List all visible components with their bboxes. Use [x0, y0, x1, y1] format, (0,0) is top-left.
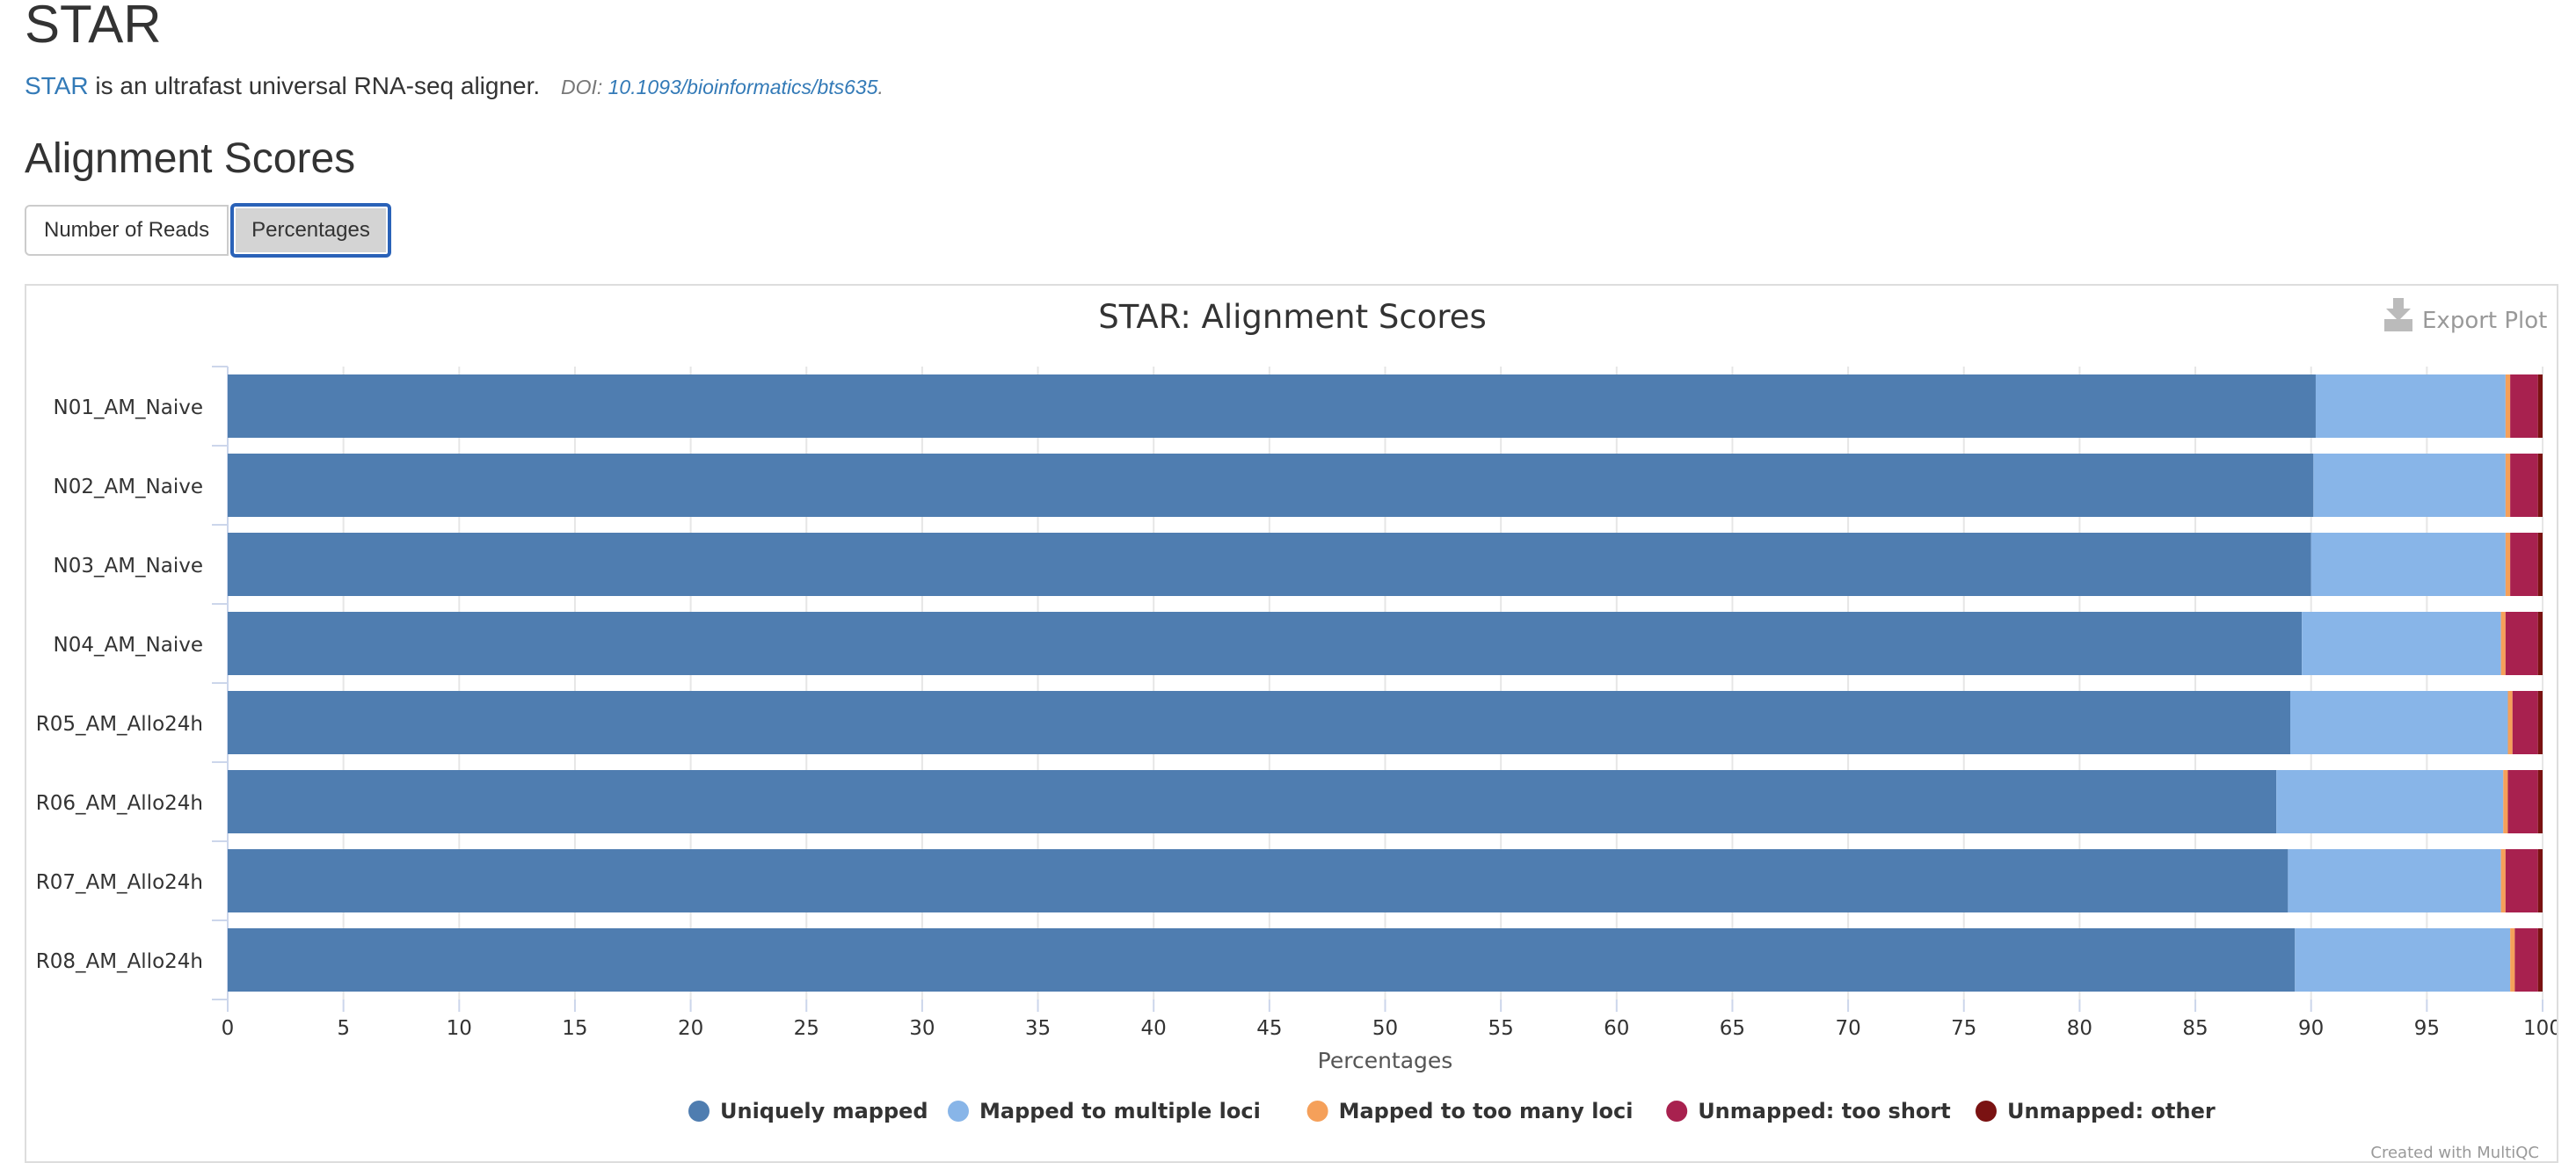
bar-segment[interactable]: [2302, 612, 2501, 675]
x-tick-label: 45: [1256, 1017, 1282, 1040]
bar-segment[interactable]: [2505, 374, 2511, 438]
bar-segment[interactable]: [2505, 612, 2538, 675]
bar-segment[interactable]: [2537, 612, 2543, 675]
legend-item[interactable]: Mapped to too many loci: [1339, 1099, 1634, 1123]
category-label: N04_AM_Naive: [53, 634, 203, 657]
plot-container: STAR: Alignment Scores Export Plot N01_AM_…: [25, 284, 2558, 1163]
category-label: R07_AM_Allo24h: [36, 871, 203, 894]
bar-segment[interactable]: [2315, 374, 2506, 438]
x-tick-label: 35: [1025, 1017, 1051, 1040]
x-tick-label: 100: [2523, 1017, 2557, 1040]
x-tick-label: 80: [2067, 1017, 2092, 1040]
bar-segment[interactable]: [2514, 928, 2538, 992]
bar-segment[interactable]: [228, 849, 2289, 912]
legend-marker[interactable]: [1976, 1101, 1997, 1122]
bar-segment[interactable]: [2512, 691, 2538, 754]
category-label: N02_AM_Naive: [53, 476, 203, 498]
x-tick-label: 95: [2414, 1017, 2440, 1040]
legend-item[interactable]: Uniquely mapped: [720, 1099, 928, 1123]
category-label: R06_AM_Allo24h: [36, 792, 203, 815]
bar-segment[interactable]: [2505, 849, 2538, 912]
x-tick-label: 10: [447, 1017, 472, 1040]
category-label: N03_AM_Naive: [53, 555, 203, 578]
bar-segment[interactable]: [228, 770, 2277, 833]
module-intro: STAR is an ultrafast universal RNA-seq a…: [25, 72, 884, 100]
bar-segment[interactable]: [2505, 454, 2511, 517]
export-plot-button[interactable]: Export Plot: [2384, 298, 2547, 334]
bar-segment[interactable]: [2537, 533, 2543, 596]
legend-item[interactable]: Mapped to multiple loci: [979, 1099, 1261, 1123]
bar-segment[interactable]: [2537, 374, 2543, 438]
category-label: R05_AM_Allo24h: [36, 713, 203, 736]
chart-title: STAR: Alignment Scores: [1098, 298, 1487, 336]
bar-segment[interactable]: [2500, 612, 2506, 675]
x-tick-label: 15: [562, 1017, 587, 1040]
bar-segment[interactable]: [228, 533, 2311, 596]
bar-segment[interactable]: [2507, 691, 2513, 754]
bar-segment[interactable]: [228, 612, 2303, 675]
download-icon: [2384, 298, 2412, 331]
x-tick-label: 90: [2298, 1017, 2324, 1040]
bar-segment[interactable]: [2537, 691, 2543, 754]
bar-segment[interactable]: [2313, 454, 2506, 517]
x-tick-label: 40: [1141, 1017, 1167, 1040]
bar-segment[interactable]: [2310, 533, 2506, 596]
x-tick-label: 85: [2182, 1017, 2208, 1040]
star-link[interactable]: STAR: [25, 72, 89, 99]
x-tick-label: 0: [222, 1017, 235, 1040]
percentages-button[interactable]: Percentages: [232, 205, 389, 256]
export-plot-label: Export Plot: [2422, 308, 2547, 334]
number-of-reads-button[interactable]: Number of Reads: [25, 205, 229, 256]
legend-marker[interactable]: [1306, 1101, 1328, 1122]
bar-segment[interactable]: [2288, 849, 2501, 912]
x-axis-title: Percentages: [1318, 1048, 1453, 1073]
x-tick-label: 5: [337, 1017, 350, 1040]
x-tick-label: 25: [794, 1017, 819, 1040]
bar-segment[interactable]: [2537, 849, 2543, 912]
doi-link[interactable]: 10.1093/bioinformatics/bts635: [608, 76, 878, 98]
x-tick-label: 75: [1951, 1017, 1976, 1040]
bar-segment[interactable]: [2276, 770, 2504, 833]
bar-segment[interactable]: [2503, 770, 2508, 833]
credit-text: Created with MultiQC: [2370, 1144, 2539, 1161]
x-tick-label: 50: [1372, 1017, 1398, 1040]
x-tick-label: 30: [909, 1017, 935, 1040]
doi-suffix: .: [877, 76, 884, 98]
legend-marker[interactable]: [1666, 1101, 1688, 1122]
doi-citation: DOI: 10.1093/bioinformatics/bts635.: [561, 76, 884, 98]
bar-segment[interactable]: [2537, 770, 2543, 833]
bar-segment[interactable]: [228, 928, 2296, 992]
bar-segment[interactable]: [2290, 691, 2508, 754]
doi-label: DOI:: [560, 76, 608, 98]
x-tick-label: 60: [1604, 1017, 1629, 1040]
legend-item[interactable]: Unmapped: too short: [1698, 1099, 1951, 1123]
x-tick-label: 55: [1488, 1017, 1514, 1040]
alignment-scores-chart: STAR: Alignment Scores Export Plot N01_AM_…: [36, 298, 2557, 1161]
intro-text: is an ultrafast universal RNA-seq aligne…: [88, 72, 541, 99]
bar-segment[interactable]: [2510, 533, 2538, 596]
bar-segment[interactable]: [2537, 928, 2543, 992]
legend-item[interactable]: Unmapped: other: [2007, 1099, 2216, 1123]
x-tick-label: 65: [1720, 1017, 1745, 1040]
bar-segment[interactable]: [2507, 770, 2538, 833]
category-label: N01_AM_Naive: [53, 396, 203, 419]
bar-segment[interactable]: [228, 691, 2291, 754]
x-tick-label: 70: [1835, 1017, 1860, 1040]
bar-segment[interactable]: [228, 454, 2314, 517]
x-tick-label: 20: [678, 1017, 703, 1040]
bar-segment[interactable]: [2510, 454, 2538, 517]
bar-segment[interactable]: [2505, 533, 2511, 596]
bar-segment[interactable]: [2295, 928, 2511, 992]
bar-segment[interactable]: [2500, 849, 2506, 912]
legend-marker[interactable]: [688, 1101, 709, 1122]
bar-segment[interactable]: [2537, 454, 2543, 517]
page-title: STAR: [25, 0, 162, 54]
section-title: Alignment Scores: [25, 135, 356, 182]
legend-marker[interactable]: [948, 1101, 969, 1122]
category-label: R08_AM_Allo24h: [36, 950, 203, 973]
plot-mode-switch: Number of Reads Percentages: [25, 205, 389, 256]
bar-segment[interactable]: [2510, 928, 2515, 992]
bar-segment[interactable]: [228, 374, 2316, 438]
bar-segment[interactable]: [2510, 374, 2538, 438]
